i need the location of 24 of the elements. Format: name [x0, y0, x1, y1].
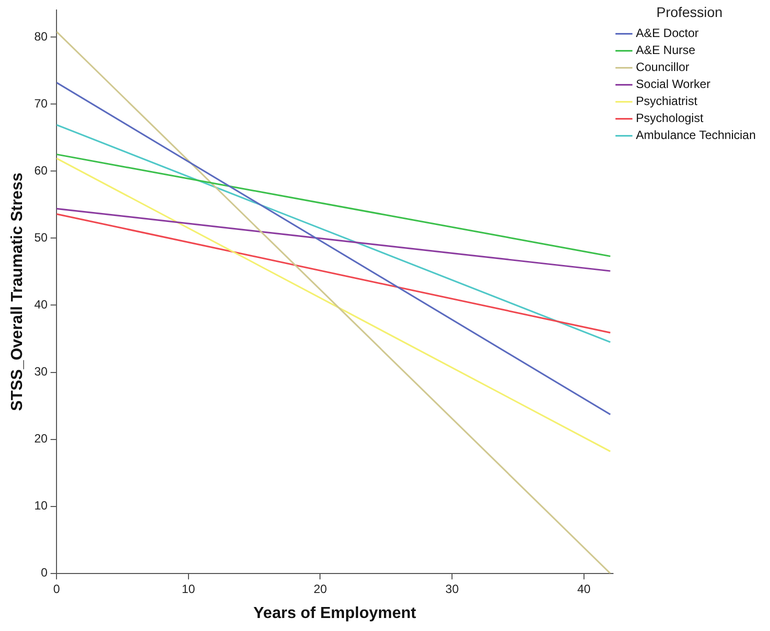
y-tick-label: 30: [34, 364, 48, 379]
x-tick-label: 0: [53, 582, 60, 596]
x-tick-label: 30: [445, 582, 460, 596]
y-tick-label: 70: [34, 96, 48, 110]
y-tick-label: 10: [34, 498, 48, 513]
y-tick-label: 0: [40, 566, 48, 580]
x-tick-label: 20: [314, 582, 328, 596]
legend-title: Profession: [656, 4, 723, 20]
legend-label: Ambulance Technician: [636, 128, 756, 142]
legend-label: Social Worker: [636, 77, 710, 92]
y-tick-label: 50: [34, 230, 48, 244]
y-tick-label: 20: [34, 432, 48, 446]
y-tick-label: 80: [34, 29, 48, 44]
legend-label: A&E Doctor: [636, 26, 699, 40]
x-axis-title: Years of Employment: [253, 604, 417, 622]
legend-label: Psychiatrist: [636, 94, 698, 108]
y-tick-label: 60: [34, 163, 48, 178]
legend-label: Psychologist: [636, 111, 704, 126]
legend-label: Councillor: [636, 60, 690, 74]
x-tick-label: 10: [182, 582, 196, 596]
x-tick-label: 40: [577, 582, 591, 596]
y-tick-label: 40: [34, 298, 48, 312]
legend-label: A&E Nurse: [636, 43, 696, 58]
y-axis-title: STSS_Overall Traumatic Stress: [9, 172, 26, 411]
